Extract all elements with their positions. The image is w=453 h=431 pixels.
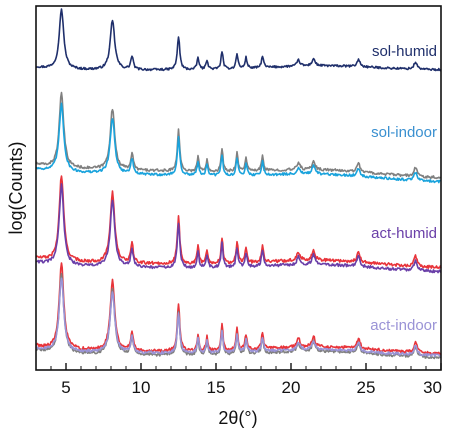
x-tick-label-10: 10 bbox=[132, 378, 151, 397]
x-tick-label-15: 15 bbox=[207, 378, 226, 397]
series-label-sol-humid: sol-humid bbox=[372, 43, 437, 60]
y-axis-title: log(Counts) bbox=[6, 141, 26, 234]
x-tick-label-20: 20 bbox=[282, 378, 301, 397]
x-tick-label-5: 5 bbox=[61, 378, 70, 397]
series-label-sol-indoor: sol-indoor bbox=[371, 124, 437, 141]
x-tick-label-30: 30 bbox=[423, 378, 442, 397]
series-label-act-humid: act-humid bbox=[371, 225, 437, 242]
x-tick-label-25: 25 bbox=[357, 378, 376, 397]
pattern-line-act-indoor-3 bbox=[35, 277, 442, 358]
series-layer bbox=[35, 8, 442, 360]
plot-frame bbox=[35, 5, 442, 371]
x-axis-title: 2θ(°) bbox=[218, 408, 257, 428]
series-label-act-indoor: act-indoor bbox=[370, 317, 437, 334]
pattern-line-sol-indoor-2 bbox=[35, 102, 442, 184]
pattern-line-sol-humid-1 bbox=[35, 8, 442, 72]
series-label-layer: sol-humid sol-indoor act-humid act-indoor bbox=[370, 43, 437, 334]
pattern-line-act-humid-2 bbox=[35, 183, 442, 274]
x-ticks: 5 10 15 20 25 30 bbox=[50, 363, 442, 397]
